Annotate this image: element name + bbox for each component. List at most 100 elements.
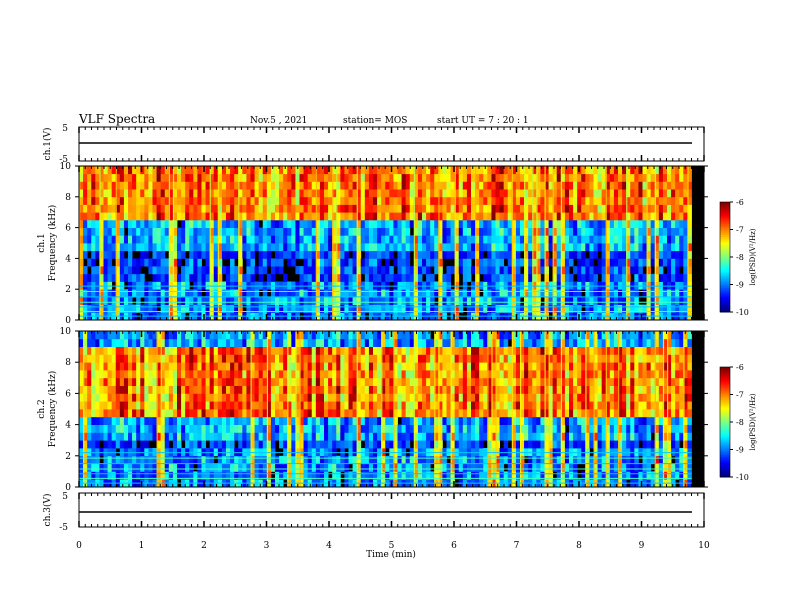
spectrogram-cell (111, 166, 117, 175)
spectrogram-cell (132, 219, 137, 228)
spectrogram-cell (123, 296, 129, 305)
spectrogram-cell (213, 385, 219, 394)
spectrogram-cell (99, 448, 104, 457)
spectrogram-cell (442, 235, 447, 244)
spectrogram-cell (381, 440, 386, 449)
spectrogram-cell (111, 331, 117, 340)
spectrogram-cell (605, 204, 611, 213)
spectrogram-cell (450, 338, 456, 347)
spectrogram-cell (503, 289, 509, 298)
spectrogram-cell (201, 266, 206, 275)
spectrogram-cell (295, 416, 300, 425)
spectrogram-cell (479, 377, 484, 386)
spectrogram-cell (328, 401, 333, 410)
spectrogram-cell (507, 250, 513, 259)
spectrogram-cell (181, 173, 186, 182)
spectrogram-cell (458, 409, 464, 418)
spectrogram-cell (438, 281, 443, 290)
spectrogram-cell (234, 338, 239, 347)
spectrogram-cell (348, 227, 353, 236)
spectrogram-cell (544, 266, 549, 275)
spectrogram-cell (344, 331, 349, 340)
spectrogram-cell (197, 196, 202, 205)
spectrogram-cell (266, 166, 272, 175)
spectrogram-cell (324, 173, 329, 182)
spectrogram-cell (99, 289, 104, 298)
spectrogram-cell (119, 393, 125, 402)
spectrogram-cell (132, 227, 137, 236)
spectrogram-cell (393, 354, 398, 363)
spectrogram-cell (462, 331, 468, 340)
spectrogram-cell (324, 296, 329, 305)
spectrogram-burst (332, 166, 334, 320)
spectrogram-cell (221, 377, 227, 386)
spectrogram-cell (462, 189, 468, 198)
spectrogram-cell (491, 196, 496, 205)
spectrogram-cell (675, 296, 680, 305)
spectrogram-cell (479, 331, 484, 340)
spectrogram-cell (336, 432, 341, 441)
spectrogram-cell (299, 296, 304, 305)
spectrogram-cell (132, 448, 137, 457)
spectrogram-cell (577, 173, 582, 182)
spectrogram-cell (381, 227, 386, 236)
spectrogram-cell (144, 409, 149, 418)
spectrogram-cell (103, 189, 108, 198)
spectrogram-cell (450, 409, 456, 418)
spectrogram-cell (177, 331, 182, 340)
spectrogram-cell (458, 243, 464, 252)
spectrogram-cell (311, 401, 317, 410)
spectrogram-cell (487, 204, 492, 213)
spectrogram-cell (324, 455, 329, 464)
spectrogram-cell (185, 393, 190, 402)
spectrogram-cell (475, 440, 480, 449)
spectrogram-cell (422, 266, 427, 275)
spectrogram-cell (258, 212, 264, 221)
spectrogram-cell (368, 393, 374, 402)
spectrogram-cell (626, 204, 631, 213)
spectrogram-cell (181, 196, 186, 205)
spectrogram-cell (654, 219, 660, 228)
spectrogram-cell (270, 189, 276, 198)
date-label: Nov.5 , 2021 (250, 116, 307, 126)
spectrogram-cell (234, 331, 239, 340)
spectrogram-cell (487, 370, 492, 379)
spectrogram-cell (356, 273, 362, 282)
spectrogram-cell (638, 204, 643, 213)
spectrogram-cell (234, 401, 239, 410)
ch1-wave-tick-top: 5 (62, 124, 68, 134)
spectrogram-cell (193, 258, 198, 267)
spectrogram-cell (103, 258, 108, 267)
spectrogram-cell (454, 266, 460, 275)
spectrogram-cell (609, 273, 615, 282)
spectrogram-cell (87, 189, 92, 198)
spectrogram-cell (270, 416, 276, 425)
spectrogram-cell (197, 235, 202, 244)
spectrogram-cell (344, 440, 349, 449)
spectrogram-cell (446, 296, 451, 305)
spectrogram-cell (479, 219, 484, 228)
spectrogram-cell (385, 250, 390, 259)
spectrogram-cell (499, 258, 505, 267)
spectrogram-cell (593, 166, 598, 175)
spectrogram-cell (140, 235, 145, 244)
spectrogram-cell (393, 416, 398, 425)
spectrogram-cell (454, 212, 460, 221)
spectrogram-cell (217, 354, 223, 363)
spectrogram-cell (536, 304, 541, 313)
spectrogram-cell (307, 219, 313, 228)
spectrogram-cell (393, 401, 398, 410)
spectrogram-cell (515, 173, 521, 182)
spectrogram-cell (560, 173, 566, 182)
spectrogram-cell (454, 250, 460, 259)
spectrogram-cell (475, 393, 480, 402)
spectrogram-cell (585, 227, 590, 236)
spectrogram-cell (577, 235, 582, 244)
spectrogram-cell (483, 401, 488, 410)
spectrogram-cell (446, 173, 451, 182)
spectrogram-cell (499, 273, 505, 282)
spectrogram-cell (532, 281, 537, 290)
spectrogram-cell (160, 393, 166, 402)
spectrogram-cell (373, 377, 378, 386)
spectrogram-cell (450, 296, 456, 305)
